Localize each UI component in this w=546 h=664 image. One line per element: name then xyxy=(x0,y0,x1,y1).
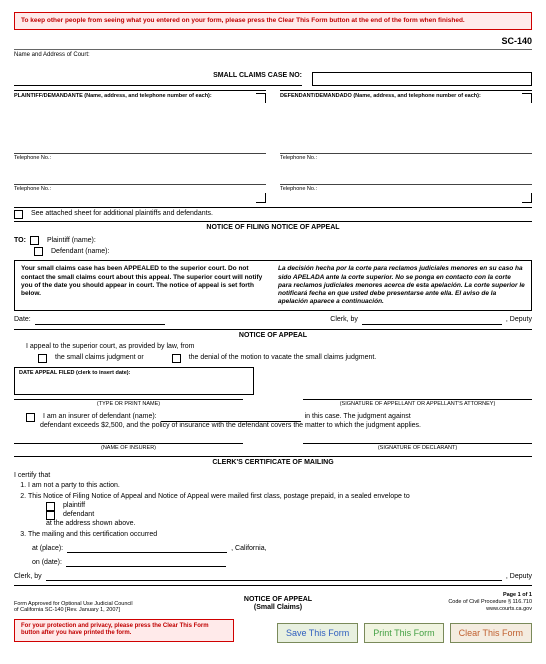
insurer-text-b: in this case. The judgment against xyxy=(305,413,411,422)
to-label: TO: xyxy=(14,237,26,246)
plaintiff-tel-label: Telephone No.: xyxy=(14,153,266,162)
insurer-name-field[interactable] xyxy=(161,412,301,422)
insurer-checkbox[interactable] xyxy=(26,413,35,422)
case-no-label: SMALL CLAIMS CASE NO: xyxy=(14,72,302,86)
form-number: SC-140 xyxy=(14,36,532,47)
cert-on-label: on (date): xyxy=(32,559,62,568)
clerk-field[interactable] xyxy=(362,315,502,325)
deputy-label: , Deputy xyxy=(506,316,532,325)
appeal-judgment-checkbox[interactable] xyxy=(38,354,47,363)
appeal-intro: I appeal to the superior court, as provi… xyxy=(26,343,532,352)
to-plaintiff-checkbox[interactable] xyxy=(30,236,39,245)
cert-item-3: The mailing and this certification occur… xyxy=(28,531,157,538)
attach-sheet-text: See attached sheet for additional plaint… xyxy=(31,210,213,219)
deputy-label-2: , Deputy xyxy=(506,573,532,582)
type-print-caption: (TYPE OR PRINT NAME) xyxy=(14,399,243,408)
section2-title: NOTICE OF APPEAL xyxy=(14,332,532,341)
footer-title1: NOTICE OF APPEAL xyxy=(140,596,416,605)
cert-item-1: I am not a party to this action. xyxy=(28,482,532,491)
notice-spanish: La decisión hecha por la corte para recl… xyxy=(278,265,525,306)
footer-title2: (Small Claims) xyxy=(140,604,416,613)
save-button[interactable]: Save This Form xyxy=(277,623,358,643)
name-insurer-caption: (NAME OF INSURER) xyxy=(14,443,243,452)
clerk-by-label-2: Clerk, by xyxy=(14,573,42,582)
cert-item-2: This Notice of Filing Notice of Appeal a… xyxy=(28,493,410,500)
date-filed-label: DATE APPEAL FILED (clerk to insert date)… xyxy=(19,370,130,376)
footer-url: www.courts.ca.gov xyxy=(422,606,532,613)
clerk-field-2[interactable] xyxy=(46,571,502,581)
clear-button[interactable]: Clear This Form xyxy=(450,623,532,643)
appeal-opt1: the small claims judgment or xyxy=(55,354,144,363)
clerk-by-label: Clerk, by xyxy=(330,316,358,325)
plaintiff-label: PLAINTIFF/DEMANDANTE (Name, address, and… xyxy=(14,93,212,103)
date-label: Date: xyxy=(14,316,31,325)
date-field[interactable] xyxy=(35,315,165,325)
bilingual-notice: Your small claims case has been APPEALED… xyxy=(14,260,532,311)
cert-at-label: at (place): xyxy=(32,545,63,554)
cert-defendant-checkbox[interactable] xyxy=(46,511,55,520)
sig-declarant-caption: (SIGNATURE OF DECLARANT) xyxy=(303,443,532,452)
cert-intro: I certify that xyxy=(14,472,532,481)
section3-title: CLERK'S CERTIFICATE OF MAILING xyxy=(14,459,532,468)
defendant-label: DEFENDANT/DEMANDADO (Name, address, and … xyxy=(280,93,481,103)
plaintiff-tel2-label: Telephone No.: xyxy=(14,184,266,193)
cert-addr: at the address shown above. xyxy=(46,520,532,529)
defendant-tel-label: Telephone No.: xyxy=(280,153,532,162)
cert-california: , California, xyxy=(231,545,266,554)
defendant-box[interactable] xyxy=(280,103,532,149)
cert-defendant: defendant xyxy=(63,511,94,520)
top-warning-banner: To keep other people from seeing what yo… xyxy=(14,12,532,30)
footer-form-approved: Form Approved for Optional Use Judicial … xyxy=(14,601,134,613)
bottom-warning-banner: For your protection and privacy, please … xyxy=(14,619,234,642)
notice-english: Your small claims case has been APPEALED… xyxy=(21,265,268,306)
to-plaintiff-label: Plaintiff (name): xyxy=(47,237,96,246)
footer-page: Page 1 of 1 xyxy=(422,592,532,599)
to-defendant-label: Defendant (name): xyxy=(51,248,109,257)
section1-title: NOTICE OF FILING NOTICE OF APPEAL xyxy=(14,224,532,233)
appeal-opt2: the denial of the motion to vacate the s… xyxy=(189,354,377,363)
cert-plaintiff: plaintiff xyxy=(63,502,85,511)
date-filed-box[interactable]: DATE APPEAL FILED (clerk to insert date)… xyxy=(14,367,254,396)
cert-plaintiff-checkbox[interactable] xyxy=(46,502,55,511)
court-address-label: Name and Address of Court: xyxy=(14,52,532,60)
appeal-denial-checkbox[interactable] xyxy=(172,354,181,363)
attach-sheet-checkbox[interactable] xyxy=(14,210,23,219)
cert-date-field[interactable] xyxy=(66,557,226,567)
print-button[interactable]: Print This Form xyxy=(364,623,443,643)
insurer-text-a: I am an insurer of defendant (name): xyxy=(43,413,157,422)
case-no-field[interactable] xyxy=(312,72,532,86)
defendant-tel2-label: Telephone No.: xyxy=(280,184,532,193)
insurer-text-c: defendant exceeds $2,500, and the policy… xyxy=(40,422,532,431)
page: To keep other people from seeing what yo… xyxy=(0,0,546,655)
plaintiff-box[interactable] xyxy=(14,103,266,149)
sig-appellant-caption: (SIGNATURE OF APPELLANT OR APPELLANT'S A… xyxy=(303,399,532,408)
cert-place-field[interactable] xyxy=(67,543,227,553)
footer-ccp: Code of Civil Procedure § 116.710 xyxy=(422,599,532,606)
to-defendant-checkbox[interactable] xyxy=(34,247,43,256)
